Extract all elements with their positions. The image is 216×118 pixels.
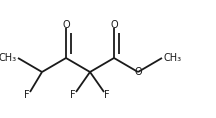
Text: CH₃: CH₃: [0, 53, 17, 63]
Text: O: O: [110, 20, 118, 30]
Text: F: F: [104, 90, 110, 100]
Text: CH₃: CH₃: [163, 53, 181, 63]
Text: F: F: [70, 90, 76, 100]
Text: O: O: [62, 20, 70, 30]
Text: O: O: [134, 67, 142, 77]
Text: F: F: [24, 90, 30, 100]
